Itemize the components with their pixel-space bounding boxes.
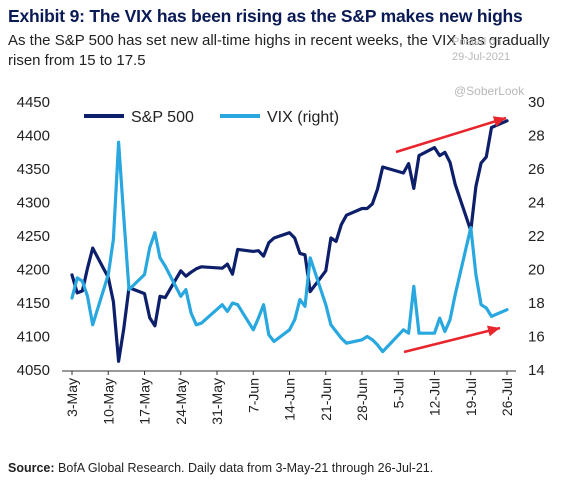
axis-layer: 4050 4100 4150 4200 4250 4300 4350 4400 4450 14 16… (17, 94, 545, 425)
y-left-tick-label: 4200 (17, 262, 50, 279)
y-left-tick-label: 4400 (17, 128, 50, 145)
watermark-posted: Posted on (452, 36, 502, 48)
chart-title: Exhibit 9: The VIX has been rising as th… (8, 6, 523, 26)
vix-line (70, 140, 509, 354)
arrow-up-vix-shaft (403, 326, 501, 354)
y-right-tick-label: 22 (528, 228, 545, 245)
watermark-handle: @SoberLook (454, 84, 525, 98)
y-right-tick-label: 30 (528, 94, 545, 111)
arrow-up-vix-head (487, 325, 500, 337)
y-left-tick-label: 4250 (17, 228, 50, 245)
x-tick-label: 10-May (100, 378, 116, 425)
series-layer (70, 119, 509, 363)
y-right-tick-label: 18 (528, 295, 545, 312)
y-left-tick-label: 4450 (17, 94, 50, 111)
x-tick-label: 24-May (173, 378, 189, 425)
x-tick-label: 31-May (209, 378, 225, 425)
x-tick-label: 12-Jul (427, 378, 443, 416)
y-left-tick-label: 4150 (17, 295, 50, 312)
y-right-tick-label: 16 (528, 329, 545, 346)
arrow-up-sp500-head (492, 116, 506, 127)
y-right-tick-label: 14 (528, 362, 545, 379)
chart-subtitle: As the S&P 500 has set new all-time high… (8, 32, 550, 69)
annotation-arrows (395, 116, 507, 354)
x-tick-label: 28-Jun (354, 378, 370, 421)
x-tick-label: 3-May (64, 378, 80, 417)
arrow-up-sp500-shaft (395, 116, 507, 154)
y-left-tick-label: 4300 (17, 195, 50, 212)
legend-vix-label: VIX (right) (267, 109, 339, 126)
x-tick-label: 14-Jun (282, 378, 298, 421)
y-left-tick-label: 4100 (17, 329, 50, 346)
x-tick-label: 19-Jul (463, 378, 479, 416)
legend-sp500-label: S&P 500 (131, 109, 194, 126)
y-left-tick-label: 4350 (17, 161, 50, 178)
x-tick-label: 26-Jul (499, 378, 515, 416)
x-tick-label: 5-Jul (390, 378, 406, 408)
legend: S&P 500 VIX (right) (84, 109, 339, 126)
y-left-tick-label: 4050 (17, 362, 50, 379)
y-right-tick-label: 26 (528, 161, 545, 178)
source-note: Source: BofA Global Research. Daily data… (8, 461, 433, 475)
y-right-tick-label: 24 (528, 195, 545, 212)
x-tick-label: 7-Jun (245, 378, 261, 413)
x-tick-label: 17-May (137, 378, 153, 425)
source-text: BofA Global Research. Daily data from 3-… (58, 461, 434, 475)
source-label: Source: (8, 461, 55, 475)
y-right-tick-label: 28 (528, 128, 545, 145)
watermark-date: 29-Jul-2021 (452, 51, 511, 63)
sp500-line (70, 119, 509, 363)
x-tick-label: 21-Jun (318, 378, 334, 421)
y-right-tick-label: 20 (528, 262, 545, 279)
